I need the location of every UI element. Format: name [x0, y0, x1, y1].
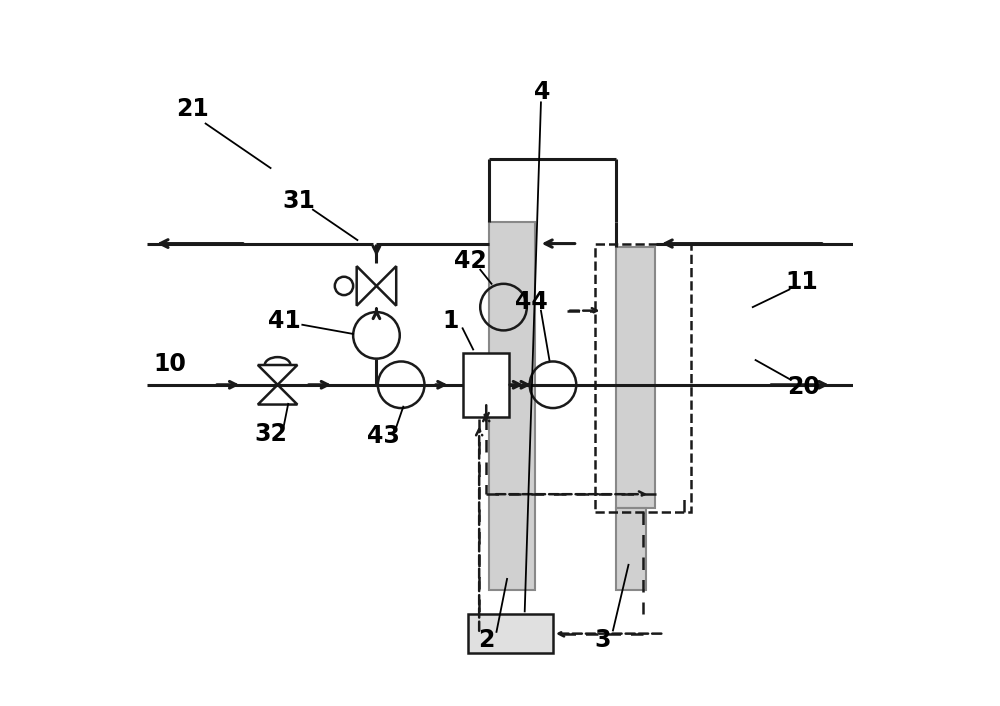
Bar	[616, 247, 655, 508]
Text: 20: 20	[787, 375, 820, 399]
Text: 32: 32	[254, 422, 287, 446]
Text: 21: 21	[177, 97, 209, 121]
Text: 1: 1	[442, 309, 459, 333]
Text: 31: 31	[282, 189, 315, 213]
Text: 44: 44	[515, 290, 548, 314]
Text: 42: 42	[454, 249, 487, 273]
Bar	[468, 614, 553, 653]
Text: 11: 11	[785, 270, 818, 294]
Bar	[463, 353, 509, 417]
Text: 2: 2	[478, 628, 494, 652]
Bar	[616, 508, 646, 590]
Text: 43: 43	[367, 424, 400, 448]
Bar	[489, 222, 535, 590]
Bar	[595, 244, 691, 512]
Text: 4: 4	[534, 80, 551, 104]
Text: 3: 3	[594, 628, 611, 652]
Text: 10: 10	[153, 352, 186, 376]
Text: 41: 41	[268, 309, 301, 333]
